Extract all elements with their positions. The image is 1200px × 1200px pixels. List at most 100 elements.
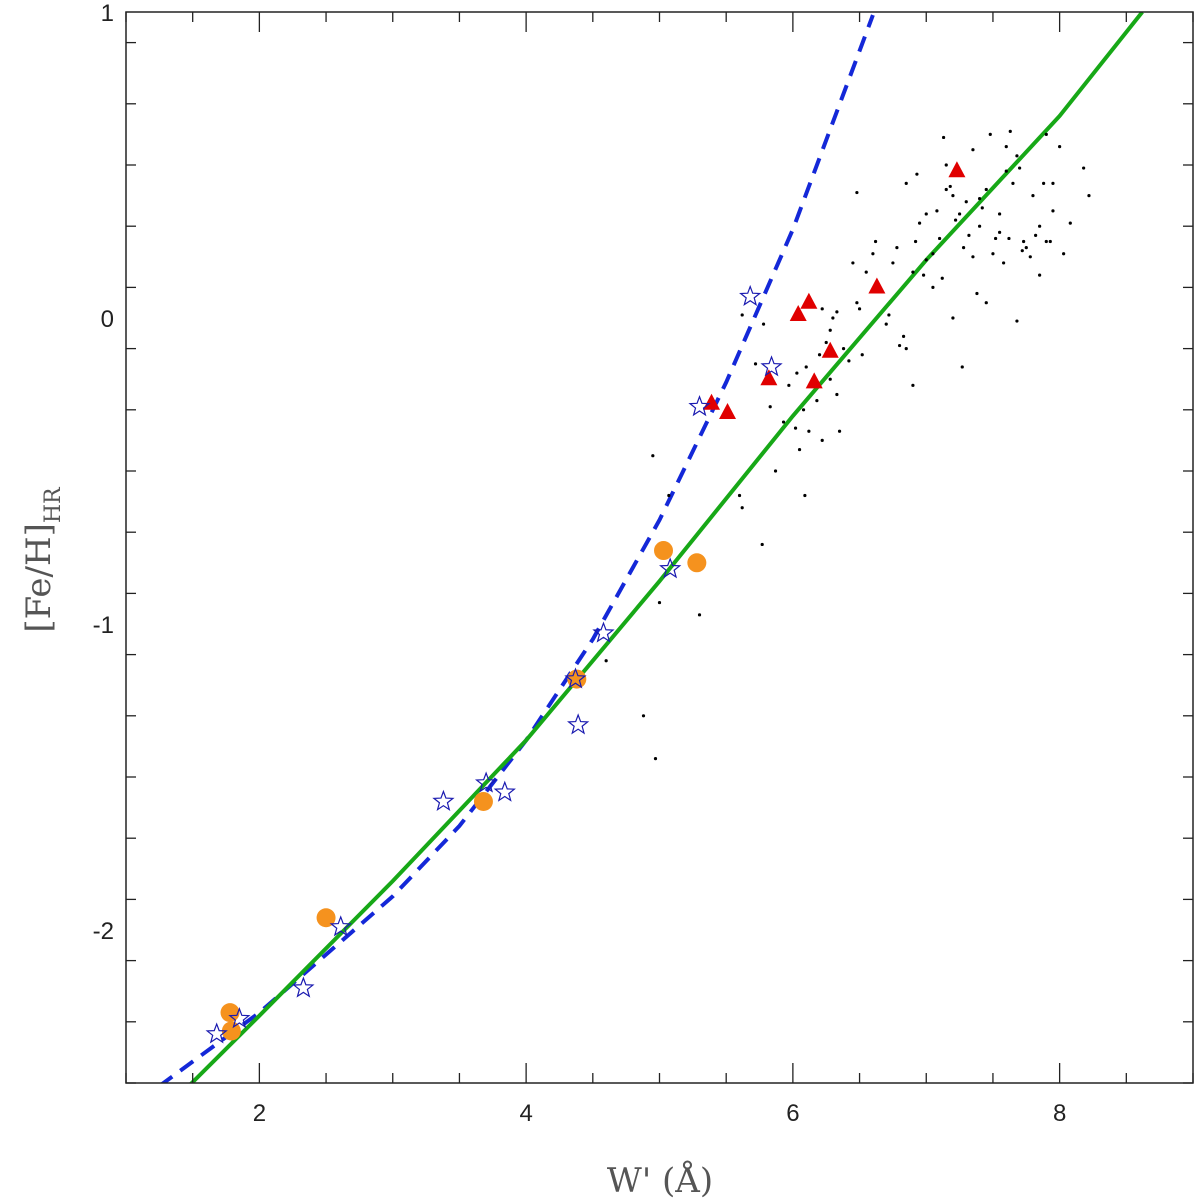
field-star-point	[860, 353, 864, 357]
field-star-point	[891, 261, 895, 265]
field-star-point	[768, 405, 772, 409]
field-star-point	[911, 270, 915, 274]
triangle-point	[948, 161, 966, 178]
field-star-point	[917, 221, 922, 225]
star-point	[493, 780, 516, 802]
star-point	[760, 355, 783, 377]
y-tick-label: 0	[101, 306, 114, 333]
field-star-point	[793, 426, 798, 430]
circle-point	[221, 1021, 241, 1041]
field-star-point	[1007, 236, 1011, 241]
field-star-point	[753, 362, 758, 366]
field-star-point	[1020, 249, 1024, 253]
circle-point	[473, 791, 493, 811]
y-axis-title-sub: HR	[41, 486, 66, 523]
triangle-point	[789, 305, 807, 322]
field-star-point	[807, 429, 811, 433]
star-point	[688, 395, 711, 417]
field-star-point	[795, 371, 799, 375]
field-star-point	[761, 322, 766, 326]
triangle-point	[821, 341, 839, 358]
plot-area	[160, 12, 1144, 1083]
field-star-point	[944, 163, 948, 167]
star-point	[432, 789, 455, 811]
field-star-point	[1011, 181, 1015, 185]
field-star-point	[651, 454, 655, 458]
star-point	[564, 667, 587, 689]
circle-point	[220, 1003, 240, 1023]
field-star-point	[904, 347, 908, 351]
field-star-point	[740, 506, 744, 510]
field-star-point	[1004, 145, 1008, 149]
field-star-point	[871, 252, 875, 256]
field-star-point	[897, 343, 902, 348]
field-star-point	[781, 420, 786, 424]
field-star-point	[978, 197, 982, 201]
field-star-point	[984, 187, 988, 192]
field-star-point	[697, 613, 702, 617]
field-star-point	[737, 493, 742, 498]
field-star-point	[961, 246, 966, 250]
field-star-point	[1008, 129, 1012, 133]
field-star-point	[604, 659, 608, 663]
field-star-point	[824, 340, 828, 345]
field-star-point	[1082, 166, 1086, 170]
field-star-point	[1044, 132, 1048, 136]
field-star-point	[895, 246, 899, 250]
field-star-point	[978, 224, 982, 228]
field-star-point	[1004, 169, 1008, 173]
field-star-point	[944, 187, 948, 192]
field-star-point	[837, 429, 842, 433]
field-star-point	[1024, 246, 1028, 250]
field-star-point	[1015, 154, 1019, 158]
field-star-point	[1048, 239, 1052, 244]
field-star-point	[991, 252, 995, 256]
star-point	[292, 976, 315, 998]
field-star-point	[1031, 194, 1035, 198]
x-tick-label: 4	[519, 1100, 532, 1127]
field-star-point	[937, 236, 942, 241]
field-star-point	[957, 212, 962, 216]
field-star-point	[964, 200, 968, 204]
field-star-point	[657, 600, 662, 605]
field-star-point	[1018, 166, 1022, 170]
field-star-point	[1051, 209, 1055, 213]
circle-point	[567, 669, 587, 689]
field-star-point	[904, 181, 908, 185]
field-star-point	[915, 172, 919, 176]
field-star-point	[817, 353, 822, 357]
field-star-point	[884, 322, 888, 326]
star-point	[205, 1022, 228, 1044]
field-star-point	[803, 493, 807, 498]
field-star-point	[841, 347, 846, 351]
dashed-fit-line	[160, 14, 875, 1083]
field-star-point	[951, 194, 955, 198]
field-star-point	[975, 291, 979, 296]
field-star-point	[924, 258, 928, 262]
field-star-point	[941, 135, 946, 140]
field-star-point	[924, 212, 928, 216]
field-star-point	[873, 239, 878, 244]
star-point	[739, 284, 762, 307]
field-star-point	[835, 310, 839, 314]
y-tick-label: -1	[93, 612, 114, 639]
field-star-point	[994, 236, 998, 241]
x-tick-label: 6	[786, 1100, 799, 1127]
triangle-point	[868, 277, 886, 294]
field-star-point	[1015, 319, 1019, 323]
x-axis-title: W' (Å)	[607, 1160, 713, 1200]
field-star-point	[787, 383, 791, 387]
x-tick-label: 2	[253, 1100, 266, 1127]
field-star-point	[1002, 261, 1006, 265]
field-star-point	[913, 239, 918, 244]
field-star-point	[1062, 252, 1066, 256]
star-point	[659, 557, 682, 579]
field-star-point	[971, 148, 975, 152]
field-star-point	[960, 365, 964, 369]
field-star-point	[1087, 194, 1091, 198]
field-star-point	[1034, 233, 1038, 237]
field-star-point	[988, 132, 992, 136]
fit-lines	[160, 12, 1144, 1083]
field-star-point	[857, 307, 862, 311]
